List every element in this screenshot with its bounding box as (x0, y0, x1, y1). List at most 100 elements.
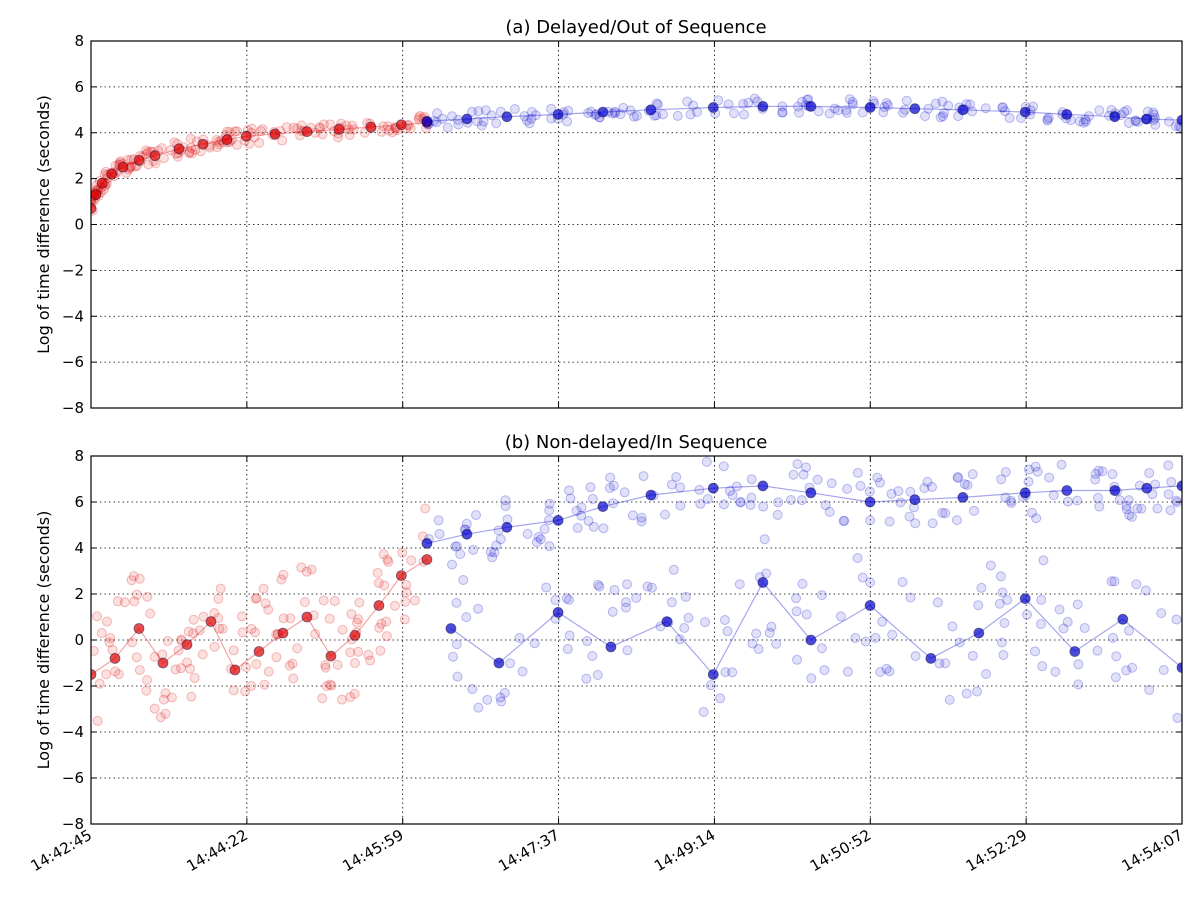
panel-b-series-2-scatter-point (797, 578, 808, 589)
panel-b-series-0-scatter-point (382, 554, 393, 565)
panel-b-series-0-scatter-point (401, 579, 412, 590)
panel-b-series-1-scatter-point (1000, 492, 1011, 503)
panel-b-series-1-scatter-point (1136, 503, 1147, 514)
panel-a-series-0-scatter-point (382, 121, 393, 132)
panel-b-series-0-scatter-point (198, 611, 209, 622)
panel-b-series-2-scatter-point (857, 572, 868, 583)
panel-a-series-0-point (96, 177, 108, 189)
panel-b-series-1-scatter-point (1152, 503, 1163, 514)
panel-b-series-0-scatter-point (251, 659, 262, 670)
panel-b-series-0-scatter-point (214, 623, 225, 634)
panel-b-series-0-scatter-point (134, 665, 145, 676)
panel-a-series-1-scatter-point (583, 108, 594, 119)
panel-a-series-0-scatter-point (384, 125, 395, 136)
panel-b-series-2-scatter-point (496, 696, 507, 707)
panel-a-series-0-point (333, 123, 345, 135)
panel-a-series-0-scatter-point (387, 127, 398, 138)
panel-b-series-0-scatter-point (129, 596, 140, 607)
panel-a-series-0-scatter-point (325, 119, 336, 130)
panel-a-series-1-scatter-point (631, 110, 642, 121)
panel-a-series-0-scatter-point (405, 123, 416, 134)
panel-b-series-1-scatter-point (539, 524, 550, 535)
panel-b-series-2-scatter-point (1107, 632, 1118, 643)
panel-b-series-0-scatter-point (336, 694, 347, 705)
panel-b-ytick-label: 2 (74, 585, 84, 603)
panel-b-series-1-point (421, 538, 433, 549)
panel-b-series-0-scatter-point (158, 694, 169, 705)
panel-b-series-1-scatter-point (919, 483, 930, 494)
panel-b-series-2-scatter-point (680, 591, 691, 602)
panel-a-series-0-point (173, 143, 185, 155)
panel-b-series-1-point (597, 501, 609, 513)
panel-b-series-2-scatter-point (592, 670, 603, 681)
panel-b-series-2-scatter-point (564, 630, 575, 641)
panel-a-series-1-scatter-point (609, 106, 620, 117)
panel-b-series-1-scatter-point (922, 476, 933, 487)
panel-b-series-1-scatter-point (1163, 460, 1174, 471)
panel-b-series-2-scatter-point (705, 680, 716, 691)
panel-b-series-0-scatter-point (96, 628, 107, 639)
panel-b-series-0-scatter-point (296, 562, 307, 573)
panel-b-series-1-scatter-point (1166, 476, 1177, 487)
panel-b-series-2-point (757, 577, 769, 588)
panel-b-series-1-scatter-point (937, 507, 948, 518)
panel-a-series-1-point (1109, 111, 1121, 123)
panel-b-series-0-scatter-point (188, 628, 199, 639)
panel-b-series-1-scatter-point (886, 488, 897, 499)
panel-a-series-0-point (269, 128, 281, 140)
panel-b-series-2-scatter-point (801, 609, 812, 620)
panel-b-series-0-scatter-point (126, 575, 137, 586)
panel-a-series-0-scatter-point (212, 142, 223, 153)
panel-b-series-0-scatter-point (271, 652, 282, 663)
panel-a-series-1-scatter-point (901, 95, 912, 106)
panel-b-series-2-scatter-point (761, 568, 772, 579)
panel-b-series-1-point (957, 491, 969, 503)
panel-b-series-0-scatter-point (173, 645, 184, 656)
panel-a-series-1-scatter-point (833, 105, 844, 116)
panel-a-series-1-scatter-point (586, 106, 597, 117)
panel-a-series-1-scatter-point (685, 109, 696, 120)
panel-a-series-1-point (421, 115, 433, 127)
panel-b-series-1-scatter-point (798, 469, 809, 480)
panel-a-series-1-scatter-point (841, 107, 852, 118)
panel-b-series-2-scatter-point (860, 636, 871, 647)
panel-b-series-2-scatter-point (461, 612, 472, 623)
panel-b-series-1-scatter-point (1030, 461, 1041, 472)
panel-a-series-1-scatter-point (1028, 101, 1039, 112)
panel-b-series-0-scatter-point (317, 693, 328, 704)
panel-b-series-0-point (205, 616, 217, 627)
panel-b-series-2-scatter-point (870, 632, 881, 643)
panel-a-series-1-scatter-point (1042, 114, 1053, 125)
panel-b-series-0-point (109, 653, 121, 664)
panel-a-series-1-point (707, 102, 719, 113)
panel-b-series-0-scatter-point (134, 573, 145, 584)
panel-b-series-0-scatter-point (188, 614, 199, 625)
panel-b-series-2-scatter-point (607, 606, 618, 617)
panel-b-series-1-scatter-point (1032, 466, 1043, 477)
panel-b-series-2-scatter-point (727, 667, 738, 678)
panel-b-series-2-scatter-point (529, 638, 540, 649)
panel-a-series-1-scatter-point (999, 106, 1010, 117)
panel-b-series-2-scatter-point (594, 581, 605, 592)
panel-b-series-1-point (1141, 482, 1153, 494)
panel-a-series-1-scatter-point (453, 119, 464, 130)
panel-b-series-1-scatter-point (544, 541, 555, 552)
panel-b-series-0-scatter-point (228, 645, 239, 656)
panel-b-series-2-scatter-point (887, 629, 898, 640)
panel-a-series-1-scatter-point (1083, 111, 1094, 122)
panel-a-series-1-point (1176, 114, 1182, 126)
panel-b-series-2-scatter-point (1106, 576, 1117, 587)
panel-a-ytick-label: 0 (74, 216, 84, 234)
panel-b-series-0-scatter-point (329, 596, 340, 607)
panel-b-series-1-scatter-point (1094, 501, 1105, 512)
panel-a-series-1-point (757, 100, 769, 112)
panel-b-series-1-scatter-point (951, 515, 962, 526)
panel-b-series-2-scatter-point (452, 671, 463, 682)
panel-b-series-0-scatter-point (101, 669, 112, 680)
panel-b-series-1-scatter-point (1107, 469, 1118, 480)
panel-b-ytick-label: −6 (62, 769, 84, 787)
panel-a-series-0-scatter-point (317, 129, 328, 140)
panel-b-series-2-scatter-point (835, 611, 846, 622)
panel-a-series-0-scatter-point (211, 135, 222, 146)
panel-b-series-0-scatter-point (241, 662, 252, 673)
